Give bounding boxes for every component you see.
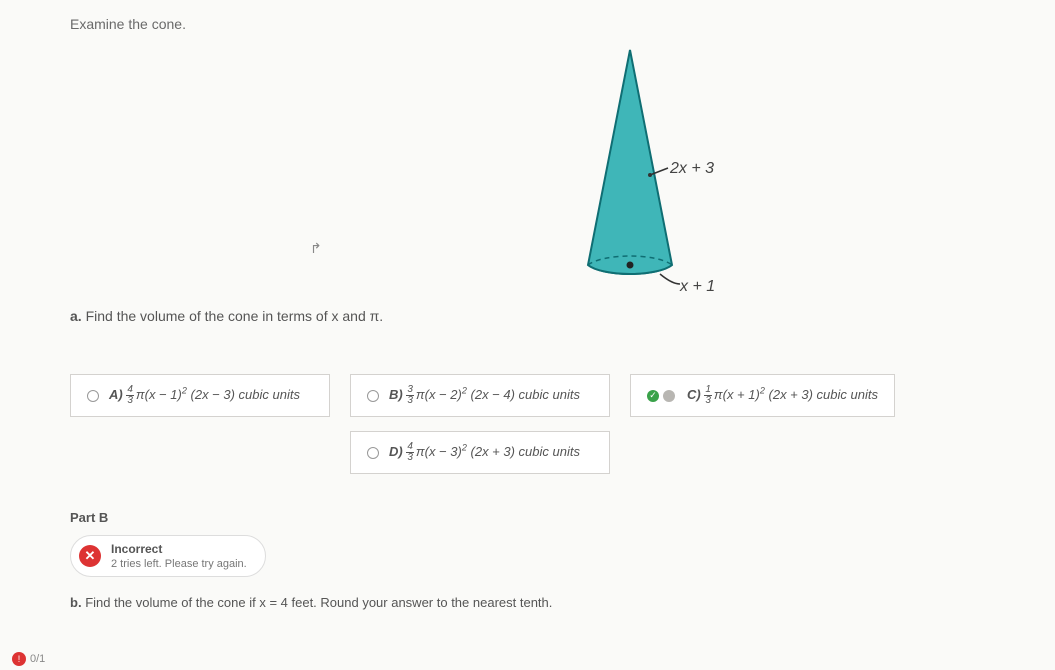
- radio-icon: [367, 390, 379, 402]
- dot-icon: [663, 390, 675, 402]
- choice-d[interactable]: D) 43π(x − 3)2 (2x + 3) cubic units: [350, 431, 610, 474]
- choice-c-marks: ✓: [647, 390, 675, 402]
- worksheet-page: Examine the cone. ↱ 2x + 3 x + 1: [0, 0, 1055, 670]
- part-b-prefix: b.: [70, 595, 82, 610]
- check-icon: ✓: [647, 390, 659, 402]
- part-a-prefix: a.: [70, 308, 82, 324]
- incorrect-icon: ✕: [79, 545, 101, 567]
- status-pill: ✕ Incorrect 2 tries left. Please try aga…: [70, 535, 266, 577]
- radio-icon: [367, 447, 379, 459]
- score-text: 0/1: [30, 653, 45, 665]
- part-b-prompt: b. Find the volume of the cone if x = 4 …: [70, 595, 1015, 610]
- part-b-text: Find the volume of the cone if x = 4 fee…: [85, 595, 552, 610]
- slant-label: 2x + 3: [670, 160, 714, 178]
- figure-area: ↱ 2x + 3 x + 1: [70, 40, 1015, 300]
- choice-a[interactable]: A) 43π(x − 1)2 (2x − 3) cubic units: [70, 374, 330, 417]
- status-sub: 2 tries left. Please try again.: [111, 558, 247, 570]
- status-title: Incorrect: [111, 542, 247, 556]
- part-a-text: Find the volume of the cone in terms of …: [86, 308, 384, 324]
- cone-svg: [540, 40, 760, 300]
- cursor-icon: ↱: [310, 240, 322, 257]
- choice-d-label: D): [389, 444, 403, 459]
- footer-score: ! 0/1: [12, 652, 45, 666]
- part-a-prompt: a. Find the volume of the cone in terms …: [70, 308, 1015, 324]
- part-b-header: Part B: [70, 510, 1015, 525]
- cone-figure: 2x + 3 x + 1: [540, 40, 760, 300]
- choice-grid: A) 43π(x − 1)2 (2x − 3) cubic units B) 3…: [70, 374, 1015, 474]
- radio-icon: [87, 390, 99, 402]
- alert-icon: !: [12, 652, 26, 666]
- choice-b[interactable]: B) 33π(x − 2)2 (2x − 4) cubic units: [350, 374, 610, 417]
- choice-c[interactable]: ✓ C) 13π(x + 1)2 (2x + 3) cubic units: [630, 374, 895, 417]
- question-title: Examine the cone.: [70, 16, 1015, 32]
- radius-label: x + 1: [680, 278, 715, 296]
- choice-b-label: B): [389, 387, 403, 402]
- choice-c-label: C): [687, 387, 701, 402]
- choice-a-label: A): [109, 387, 123, 402]
